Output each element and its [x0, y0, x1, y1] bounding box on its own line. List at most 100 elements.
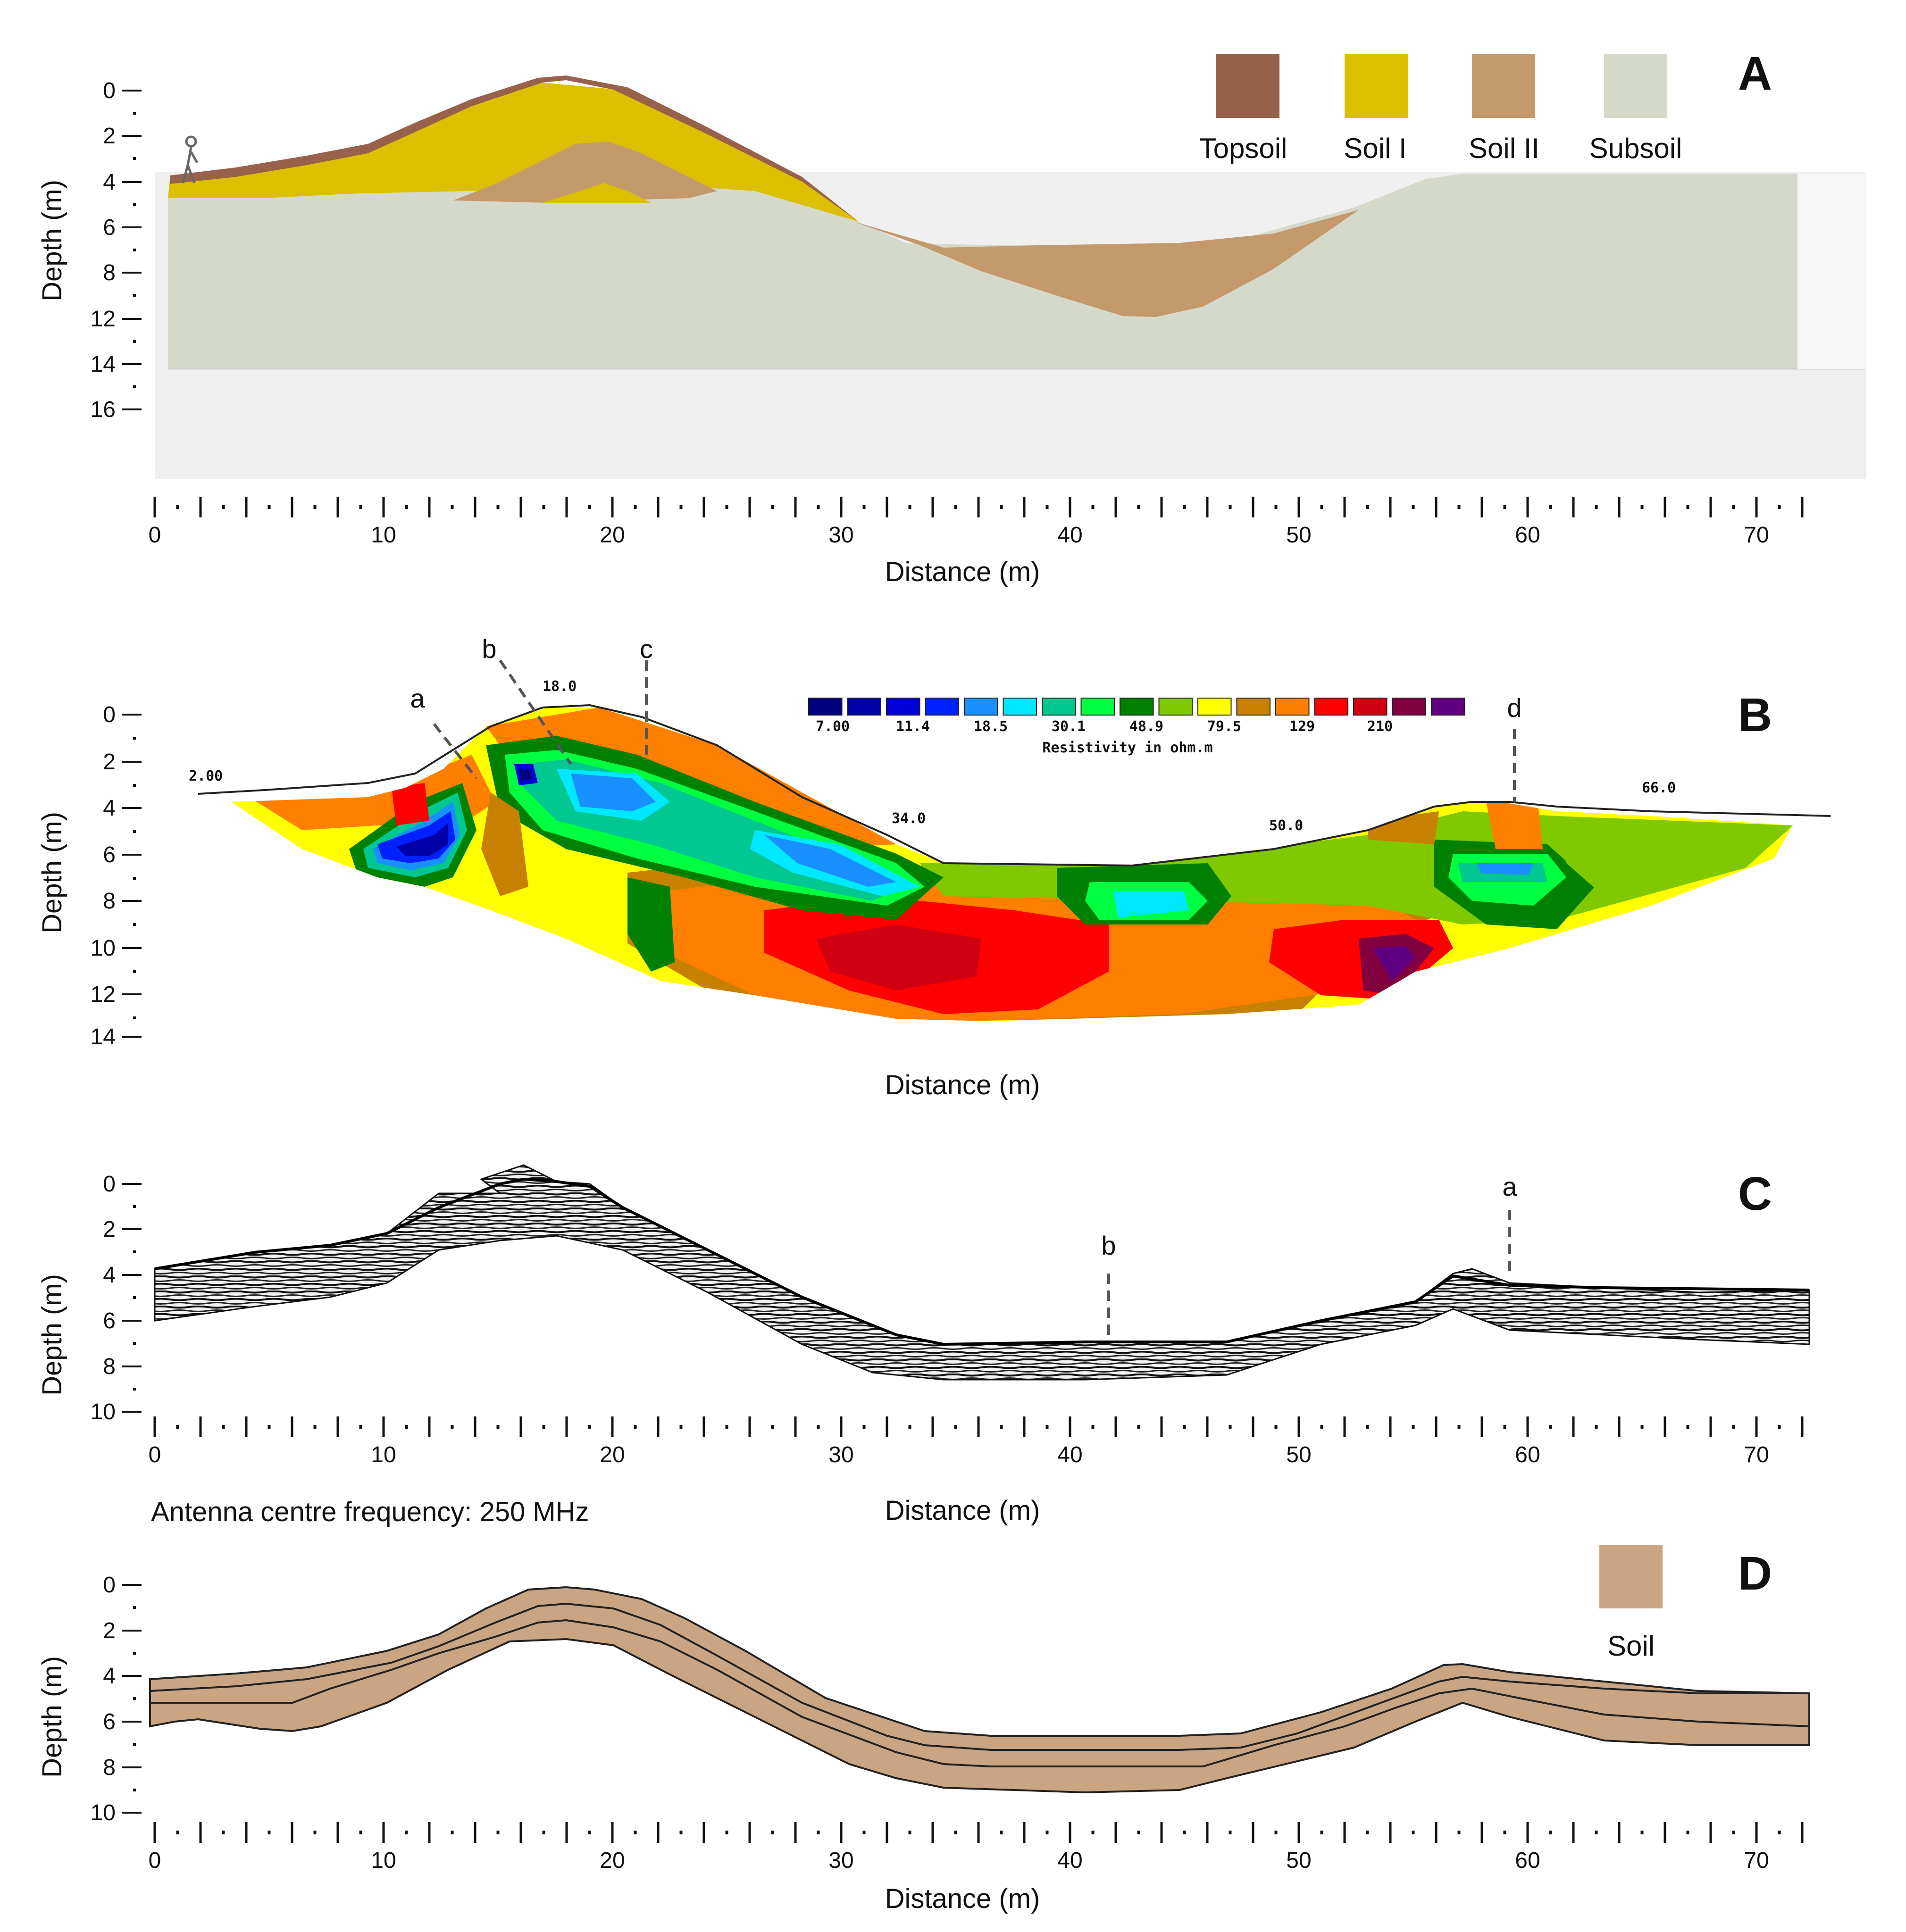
- depth-tick-label: 2: [103, 124, 116, 149]
- panel-a-depth-axis: [122, 90, 142, 410]
- panel-d-depth-axis: [122, 1584, 142, 1814]
- distance-tick-label: 40: [1057, 523, 1082, 548]
- colorbar-swatch: [1080, 698, 1115, 716]
- colorbar-swatch: [964, 698, 998, 716]
- profile-marks: 2.00 18.0 34.0 50.0 66.0: [189, 678, 1676, 834]
- depth-tick-label: 16: [91, 397, 116, 422]
- soil-horizon-lines: [150, 1602, 1810, 1767]
- colorbar-value: 18.5: [974, 718, 1008, 735]
- depth-tick-label: 8: [103, 260, 116, 285]
- gpr-surface-ridge: [154, 1177, 1810, 1346]
- distance-tick-label: 0: [149, 523, 161, 548]
- soil-ii-layer: [453, 142, 717, 203]
- colorbar-labels: 7.00 11.4 18.5 30.1 48.9 79.5 129 210 Re…: [816, 718, 1393, 756]
- panel-a-depth-tick-labels: 0 2 4 6 8 12 14 16: [91, 78, 116, 422]
- profile-mark-label: 18.0: [543, 678, 577, 695]
- person-icon: [182, 135, 199, 183]
- legend-soil-i-swatch: [1345, 54, 1408, 118]
- distance-tick-label: 20: [600, 523, 625, 548]
- distance-tick-label: 50: [1286, 1442, 1311, 1467]
- marker-label-a: a: [1502, 1172, 1517, 1201]
- resistivity-colorbar: [808, 698, 1465, 716]
- panel-b-markers: [433, 659, 1516, 802]
- depth-tick-label: 4: [103, 1664, 116, 1689]
- marker-label-c: c: [640, 634, 653, 664]
- colorbar-swatch: [1275, 698, 1310, 716]
- depth-tick-label: 0: [103, 78, 116, 103]
- depth-tick-label: 6: [103, 842, 116, 867]
- depth-tick-label: 14: [91, 352, 116, 377]
- legend-subsoil-label: Subsoil: [1589, 133, 1682, 164]
- colorbar-swatch: [1003, 698, 1037, 716]
- soil-body: [149, 1586, 1810, 1794]
- depth-tick-label: 6: [103, 215, 116, 240]
- legend-subsoil-swatch: [1604, 54, 1667, 118]
- distance-tick-label: 60: [1515, 1442, 1540, 1467]
- depth-tick-label: 0: [103, 1172, 116, 1197]
- colorbar-value: 210: [1367, 718, 1393, 735]
- colorbar-value: 79.5: [1207, 718, 1241, 735]
- distance-tick-label: 30: [828, 523, 853, 548]
- depth-tick-label: 4: [103, 796, 116, 821]
- colorbar-title: Resistivity in ohm.m: [1042, 740, 1212, 756]
- depth-tick-label: 10: [91, 936, 116, 961]
- profile-mark-label: 66.0: [1642, 780, 1676, 796]
- profile-mark-label: 2.00: [189, 768, 223, 784]
- colorbar-swatch: [1353, 698, 1388, 716]
- colorbar-swatch: [1392, 698, 1426, 716]
- soil-ii-valley: [854, 210, 1359, 317]
- distance-tick-label: 20: [600, 1848, 625, 1873]
- depth-tick-label: 2: [103, 1618, 116, 1643]
- panel-b: 2.00 18.0 34.0 50.0 66.0 a b c d 7.00 11…: [37, 634, 1831, 1100]
- panel-c-ylabel: Depth (m): [37, 1274, 67, 1396]
- legend-soil-ii-swatch: [1472, 54, 1535, 118]
- depth-tick-label: 8: [103, 1354, 116, 1379]
- distance-tick-label: 50: [1286, 523, 1311, 548]
- distance-tick-label: 10: [371, 1848, 396, 1873]
- distance-tick-label: 0: [149, 1442, 161, 1467]
- panel-d-depth-tick-labels: 0 2 4 6 8 10: [91, 1573, 116, 1825]
- profile-mark-label: 50.0: [1269, 817, 1303, 834]
- depth-tick-label: 2: [103, 749, 116, 774]
- depth-tick-label: 10: [91, 1800, 116, 1825]
- panel-c-distance-tick-labels: 0 10 20 30 40 50 60 70: [149, 1442, 1769, 1467]
- distance-tick-label: 0: [149, 1848, 161, 1873]
- distance-tick-label: 20: [600, 1442, 625, 1467]
- legend-soil-ii-label: Soil II: [1469, 133, 1539, 164]
- distance-tick-label: 30: [828, 1848, 853, 1873]
- depth-tick-label: 6: [103, 1308, 116, 1333]
- depth-tick-label: 0: [103, 1573, 116, 1598]
- panel-a: Topsoil Soil I Soil II Subsoil A 0 2 4 6…: [37, 47, 1866, 587]
- depth-tick-label: 14: [91, 1024, 116, 1049]
- panel-c-depth-axis: [122, 1183, 142, 1413]
- right-side-fill: [1797, 174, 1866, 369]
- marker-label-b: b: [482, 634, 496, 664]
- depth-tick-label: 12: [91, 982, 116, 1007]
- depth-tick-label: 8: [103, 1755, 116, 1780]
- gpr-radargram: [154, 1164, 1810, 1381]
- legend-soil-swatch: [1599, 1545, 1663, 1608]
- depth-tick-label: 12: [91, 307, 116, 332]
- colorbar-value: 30.1: [1052, 718, 1086, 735]
- legend-topsoil-swatch: [1216, 54, 1279, 118]
- panel-a-distance-axis: [153, 497, 1804, 517]
- panel-a-distance-tick-labels: 0 10 20 30 40 50 60 70: [149, 523, 1769, 548]
- depth-tick-label: 10: [91, 1399, 116, 1424]
- panel-a-ylabel: Depth (m): [37, 180, 67, 301]
- depth-tick-label: 8: [103, 889, 116, 914]
- colorbar-swatch: [1431, 698, 1465, 716]
- colorbar-value: 129: [1289, 718, 1315, 735]
- colorbar-swatch: [886, 698, 920, 716]
- panel-c-letter: C: [1738, 1167, 1772, 1220]
- marker-label-b: b: [1101, 1231, 1116, 1260]
- panel-d-distance-tick-labels: 0 10 20 30 40 50 60 70: [149, 1848, 1769, 1873]
- distance-tick-label: 10: [371, 1442, 396, 1467]
- panel-d: Soil D 0 2 4 6 8 10 Depth (m) 0 10 20 30…: [37, 1545, 1810, 1914]
- panel-d-ylabel: Depth (m): [37, 1656, 67, 1778]
- panel-b-letter: B: [1738, 689, 1772, 741]
- colorbar-value: 48.9: [1129, 718, 1163, 735]
- distance-tick-label: 30: [828, 1442, 853, 1467]
- colorbar-swatch: [1120, 698, 1154, 716]
- colorbar-swatch: [847, 698, 881, 716]
